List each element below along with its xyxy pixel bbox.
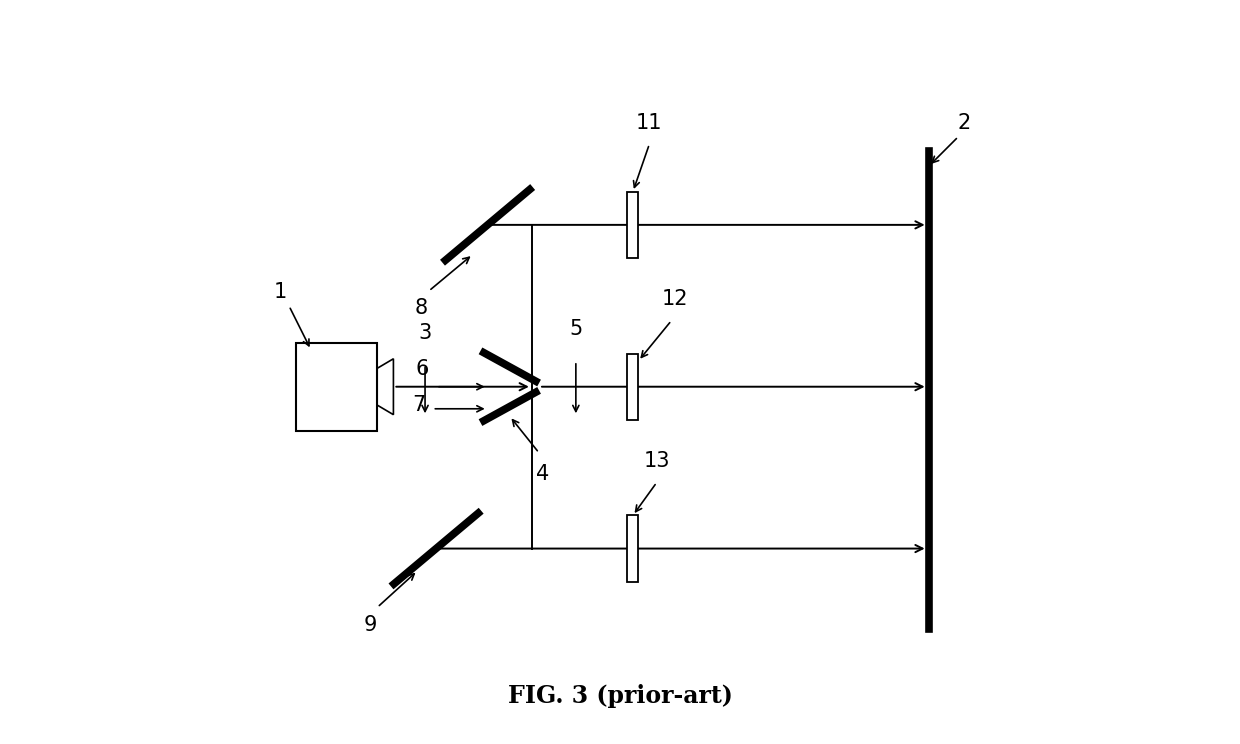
Text: 5: 5 (569, 319, 583, 339)
Bar (627, 516, 639, 582)
Text: 13: 13 (644, 452, 670, 471)
Text: 11: 11 (636, 113, 662, 133)
Bar (627, 353, 639, 420)
Text: 2: 2 (957, 113, 971, 133)
Text: FIG. 3 (prior-art): FIG. 3 (prior-art) (507, 684, 733, 708)
Bar (627, 192, 639, 258)
Bar (296, 342, 377, 431)
Text: 8: 8 (415, 298, 428, 318)
Text: 9: 9 (363, 615, 377, 635)
Text: 7: 7 (412, 395, 425, 415)
Text: 3: 3 (418, 323, 432, 342)
Polygon shape (377, 359, 393, 414)
Text: 6: 6 (415, 359, 429, 379)
Text: 4: 4 (536, 464, 549, 484)
Text: 12: 12 (662, 289, 688, 310)
Text: 1: 1 (274, 282, 286, 302)
